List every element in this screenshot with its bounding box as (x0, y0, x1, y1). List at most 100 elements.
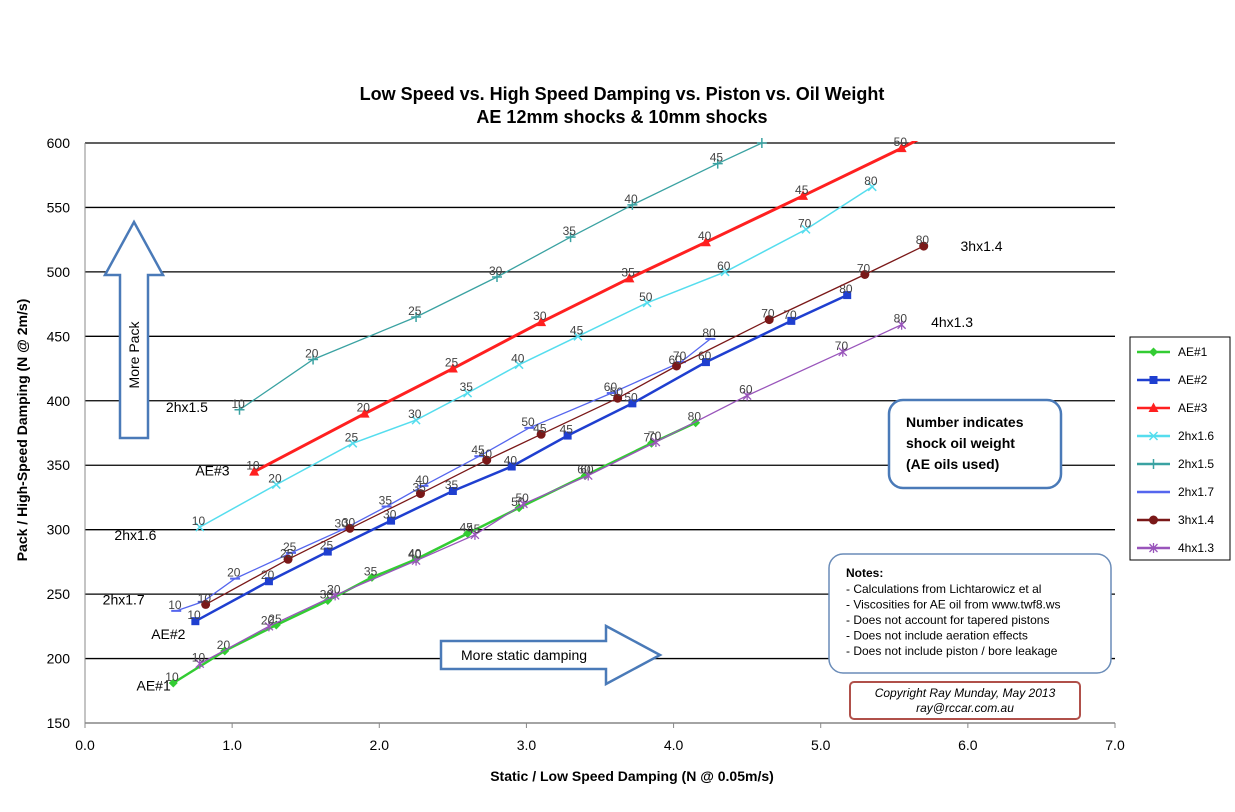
series-tag-label: 3hx1.4 (961, 238, 1003, 254)
data-point (519, 498, 528, 509)
notes-line: - Does not include piston / bore leakage (846, 644, 1058, 658)
point-label: 20 (305, 347, 319, 361)
more-pack-label: More Pack (126, 321, 142, 389)
data-point (628, 399, 637, 408)
point-label: 20 (268, 472, 282, 486)
x-tick-label: 6.0 (958, 737, 978, 753)
data-point (742, 390, 752, 401)
point-label: 35 (621, 265, 635, 279)
legend-label: 2hx1.6 (1178, 429, 1214, 443)
data-point (470, 529, 480, 540)
data-point (843, 291, 852, 300)
data-point (271, 480, 281, 490)
more-pack-arrow (102, 219, 166, 440)
point-label: 70 (761, 307, 775, 321)
data-point (463, 529, 473, 539)
oil-weight-box (887, 398, 1063, 490)
oil-weight-note-line: Number indicates (906, 414, 1024, 430)
point-label: 30 (533, 309, 547, 323)
point-label: 50 (610, 385, 624, 399)
data-point (801, 224, 811, 234)
point-label: 60 (580, 463, 594, 477)
series-tag-label: 2hx1.6 (114, 527, 156, 543)
point-label: 10 (168, 598, 182, 612)
data-point (700, 236, 711, 247)
notes-box (828, 553, 1112, 674)
data-point (168, 678, 178, 688)
point-label: 30 (335, 517, 349, 531)
series-tag-label: 4hx1.3 (931, 314, 973, 330)
y-tick-label: 500 (47, 264, 71, 280)
data-point (415, 489, 425, 499)
data-point (283, 554, 293, 564)
data-point (201, 599, 211, 609)
data-point (651, 437, 661, 448)
series-tag-label: 2hx1.5 (166, 399, 208, 415)
legend-label: 4hx1.3 (1178, 541, 1214, 555)
point-label: 30 (383, 508, 397, 522)
point-label: 40 (698, 229, 712, 243)
point-label: 10 (192, 514, 206, 528)
more-static-arrow (439, 623, 663, 687)
series-line (194, 293, 848, 623)
legend-item: 2hx1.6 (1137, 429, 1214, 443)
data-point (264, 621, 274, 632)
point-label: 35 (445, 478, 459, 492)
series-tag-label: AE#3 (195, 462, 229, 478)
y-tick-label: 150 (47, 715, 71, 731)
data-point (448, 487, 457, 495)
data-point (583, 470, 593, 481)
point-label: 80 (688, 410, 702, 424)
x-tick-label: 1.0 (222, 737, 242, 753)
data-point (387, 516, 396, 525)
point-label: 10 (246, 459, 260, 473)
y-tick-label: 550 (47, 199, 71, 215)
data-point (565, 232, 576, 243)
point-label: 45 (560, 423, 574, 437)
data-point (573, 331, 583, 341)
data-point (411, 555, 421, 566)
data-point (264, 577, 273, 586)
data-point (463, 388, 473, 398)
series-line (239, 142, 763, 411)
point-label: 60 (669, 353, 683, 367)
point-label: 35 (364, 564, 378, 578)
point-label: 35 (379, 493, 393, 507)
oil-weight-note-line: (AE oils used) (906, 456, 999, 472)
legend-layer: AE#1 AE#2 AE#3 2hx1.6 2hx1.5 2hx1.7 3hx1.4 4hx1… (1129, 336, 1231, 561)
x-tick-label: 2.0 (370, 737, 390, 753)
y-tick-label: 300 (47, 522, 71, 538)
legend-swatch-marker (1149, 543, 1158, 553)
data-point (191, 617, 200, 626)
legend-label: 3hx1.4 (1178, 513, 1214, 527)
data-point (701, 358, 710, 367)
legend-item: 2hx1.7 (1137, 485, 1214, 499)
legend-label: AE#2 (1178, 373, 1208, 387)
point-label: 30 (342, 515, 356, 529)
point-label: 45 (467, 522, 481, 536)
x-tick-label: 3.0 (517, 737, 537, 753)
point-label: 40 (504, 454, 518, 468)
legend-item: 4hx1.3 (1137, 541, 1214, 555)
point-label: 50 (521, 415, 535, 429)
legend-item: AE#1 (1137, 345, 1208, 359)
point-label: 20 (227, 566, 241, 580)
data-point (897, 319, 907, 330)
y-tick-label: 200 (47, 651, 71, 667)
point-label: 20 (357, 401, 371, 415)
legend-item: 2hx1.5 (1137, 457, 1214, 471)
y-tick-label: 450 (47, 328, 71, 344)
copyright-box (849, 681, 1081, 720)
point-label: 80 (864, 174, 878, 188)
y-tick-label: 400 (47, 393, 71, 409)
legend-label: AE#1 (1178, 345, 1208, 359)
point-label: 80 (894, 312, 908, 326)
point-label: 25 (345, 430, 359, 444)
data-point (627, 199, 638, 210)
data-point (919, 241, 929, 251)
point-label: 45 (533, 421, 547, 435)
data-point (712, 158, 723, 169)
